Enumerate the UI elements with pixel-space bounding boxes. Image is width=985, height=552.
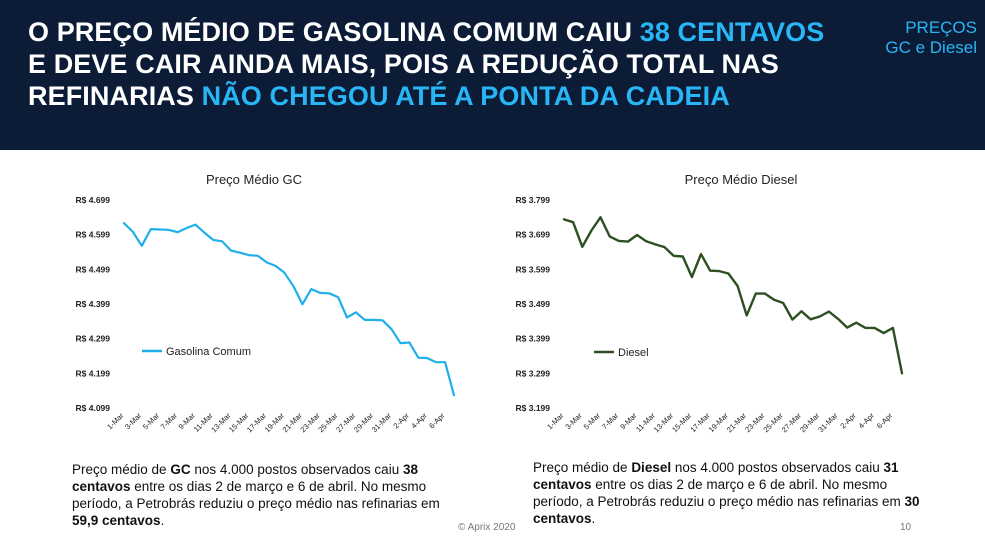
gc-caption-text-4: . bbox=[160, 513, 165, 528]
gc-x-tick-label: 3-Mar bbox=[123, 411, 144, 432]
gc-caption-text-2: nos 4.000 postos observados caiu bbox=[190, 462, 403, 477]
gc-y-tick-label: R$ 4.699 bbox=[76, 195, 111, 205]
gc-y-tick-label: R$ 4.599 bbox=[76, 230, 111, 240]
diesel-x-tick-label: 4-Apr bbox=[857, 411, 877, 431]
gc-caption-bold-3: 59,9 centavos bbox=[72, 513, 161, 528]
diesel-caption: Preço médio de Diesel nos 4.000 postos o… bbox=[533, 459, 923, 527]
gc-caption-bold-1: GC bbox=[170, 462, 191, 477]
gc-legend-label: Gasolina Comum bbox=[166, 346, 251, 358]
diesel-y-tick-label: R$ 3.699 bbox=[516, 230, 551, 240]
gc-caption-text-1: Preço médio de bbox=[72, 462, 171, 477]
gc-y-tick-label: R$ 4.299 bbox=[76, 334, 111, 344]
gc-caption: Preço médio de GC nos 4.000 postos obser… bbox=[72, 461, 462, 529]
header-banner: O PREÇO MÉDIO DE GASOLINA COMUM CAIU 38 … bbox=[0, 0, 985, 150]
diesel-x-tick-label: 1-Mar bbox=[545, 411, 566, 432]
diesel-caption-text-2: nos 4.000 postos observados caiu bbox=[671, 460, 884, 475]
page-title: O PREÇO MÉDIO DE GASOLINA COMUM CAIU 38 … bbox=[28, 16, 868, 112]
gc-y-tick-label: R$ 4.399 bbox=[76, 299, 111, 309]
title-line3: REFINARIAS bbox=[28, 81, 202, 111]
diesel-chart-title: Preço Médio Diesel bbox=[685, 172, 798, 187]
diesel-x-tick-label: 5-Mar bbox=[582, 411, 603, 432]
title-line1: O PREÇO MÉDIO DE GASOLINA COMUM CAIU bbox=[28, 17, 640, 47]
diesel-x-tick-label: 31-Mar bbox=[816, 411, 840, 435]
diesel-series-line bbox=[562, 216, 904, 375]
diesel-y-tick-label: R$ 3.499 bbox=[516, 299, 551, 309]
section-tag-line1: PREÇOS bbox=[905, 18, 977, 37]
title-highlight-2: NÃO CHEGOU ATÉ A PONTA DA CADEIA bbox=[201, 81, 730, 111]
diesel-y-tick-label: R$ 3.599 bbox=[516, 264, 551, 274]
diesel-y-tick-label: R$ 3.299 bbox=[516, 368, 551, 378]
copyright: © Aprix 2020 bbox=[458, 522, 516, 533]
diesel-legend-label: Diesel bbox=[618, 347, 649, 359]
gc-x-tick-label: 31-Mar bbox=[370, 411, 394, 435]
page-number: 10 bbox=[900, 522, 912, 533]
gc-caption-bold-2: 38 centavos bbox=[72, 462, 418, 494]
gc-x-tick-label: 6-Apr bbox=[427, 411, 447, 431]
diesel-caption-text-3: entre os dias 2 de março e 6 de abril. N… bbox=[533, 477, 905, 509]
section-tag: PREÇOS GC e Diesel bbox=[885, 18, 977, 58]
diesel-y-tick-label: R$ 3.799 bbox=[516, 195, 551, 205]
diesel-x-tick-label: 6-Apr bbox=[875, 411, 895, 431]
diesel-caption-text-4: . bbox=[591, 511, 596, 526]
title-highlight-1: 38 CENTAVOS bbox=[639, 17, 825, 47]
gc-x-tick-label: 5-Mar bbox=[141, 411, 162, 432]
gc-caption-text-3: entre os dias 2 de março e 6 de abril. N… bbox=[72, 479, 440, 511]
diesel-x-tick-label: 2-Apr bbox=[838, 411, 858, 431]
gc-x-tick-label: 4-Apr bbox=[409, 411, 429, 431]
diesel-y-tick-label: R$ 3.199 bbox=[516, 403, 551, 413]
gc-x-tick-label: 7-Mar bbox=[159, 411, 180, 432]
gc-y-tick-label: R$ 4.499 bbox=[76, 264, 111, 274]
diesel-y-tick-label: R$ 3.399 bbox=[516, 334, 551, 344]
section-tag-line2: GC e Diesel bbox=[885, 38, 977, 57]
gc-x-tick-label: 2-Apr bbox=[391, 411, 411, 431]
gc-series-line bbox=[122, 222, 456, 397]
title-line2: E DEVE CAIR AINDA MAIS, POIS A REDUÇÃO T… bbox=[28, 49, 779, 79]
gc-chart-title: Preço Médio GC bbox=[206, 172, 302, 187]
gc-y-tick-label: R$ 4.099 bbox=[76, 403, 111, 413]
gc-x-tick-label: 1-Mar bbox=[105, 411, 126, 432]
diesel-x-tick-label: 7-Mar bbox=[600, 411, 621, 432]
diesel-caption-bold-1: Diesel bbox=[631, 460, 672, 475]
diesel-caption-bold-2: 31 centavos bbox=[533, 460, 899, 492]
gc-y-tick-label: R$ 4.199 bbox=[76, 368, 111, 378]
diesel-caption-bold-3: 30 centavos bbox=[533, 494, 920, 526]
diesel-caption-text-1: Preço médio de bbox=[533, 460, 632, 475]
diesel-x-tick-label: 3-Mar bbox=[563, 411, 584, 432]
